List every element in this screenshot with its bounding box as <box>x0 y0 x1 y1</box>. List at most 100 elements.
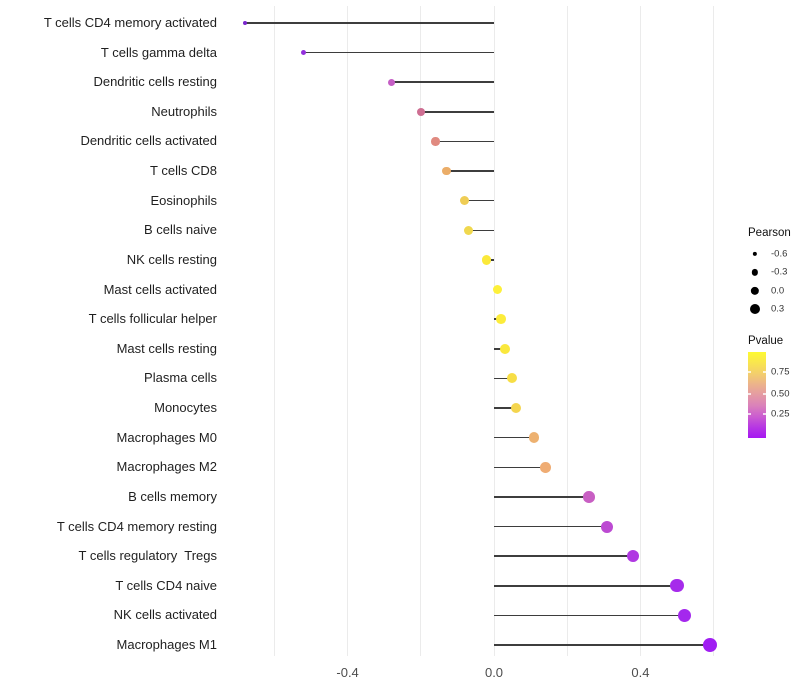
lollipop-stick <box>494 555 634 557</box>
pvalue-color-legend: Pvalue 0.75 0.50 0.25 <box>745 335 800 438</box>
pvalue-legend-value: 0.25 <box>771 408 790 420</box>
y-axis-label: T cells CD8 <box>150 163 217 179</box>
x-axis-tick-label: 0.0 <box>484 665 504 680</box>
lollipop-dot <box>387 78 396 86</box>
y-axis-label: Monocytes <box>154 400 217 416</box>
y-axis-label: T cells regulatory Tregs <box>78 548 217 564</box>
lollipop-dot <box>416 107 425 116</box>
lollipop-stick <box>494 585 677 587</box>
lollipop-dot <box>507 373 518 384</box>
y-axis-label: Dendritic cells activated <box>80 133 217 149</box>
legend-size-value: 0.3 <box>771 303 785 315</box>
pvalue-gradient-bar <box>748 352 766 438</box>
gridline <box>566 6 568 656</box>
y-axis-label: Dendritic cells resting <box>93 74 217 90</box>
lollipop-dot <box>500 343 510 354</box>
gradient-tick <box>748 413 751 415</box>
lollipop-dot <box>481 255 492 265</box>
pearson-legend-entry: 0.3 <box>745 300 800 318</box>
lollipop-stick <box>446 170 494 172</box>
lollipop-stick <box>494 348 505 350</box>
lollipop-dot <box>460 196 470 206</box>
gradient-tick <box>748 393 751 395</box>
y-axis-label: T cells follicular helper <box>88 311 217 327</box>
legend-size-dot <box>750 286 760 295</box>
gradient-tick <box>763 413 766 415</box>
gridline <box>347 6 349 656</box>
gridline <box>420 6 422 656</box>
pearson-legend-entry: 0.0 <box>745 282 800 300</box>
lollipop-stick <box>494 496 590 498</box>
pvalue-legend-value: 0.50 <box>771 388 790 400</box>
pearson-legend-entries: -0.6 -0.3 0.0 0.3 <box>745 245 800 318</box>
lollipop-dot <box>463 225 473 235</box>
legend-size-dot <box>751 269 759 276</box>
y-axis-label: Macrophages M2 <box>116 459 217 475</box>
pearson-size-legend: Pearson -0.6 -0.3 0.0 0.3 <box>745 227 800 318</box>
lollipop-dot <box>496 314 507 325</box>
y-axis-label: T cells gamma delta <box>100 44 217 60</box>
lollipop-dot <box>702 637 717 653</box>
legend-size-value: 0.0 <box>771 285 785 297</box>
pvalue-legend-title: Pvalue <box>748 335 784 347</box>
legend-size-dot <box>750 304 760 315</box>
lollipop-stick <box>494 525 608 528</box>
y-axis-label: Mast cells resting <box>116 340 217 356</box>
lollipop-dot <box>510 403 521 414</box>
pvalue-legend-value: 0.75 <box>771 366 790 378</box>
lollipop-dot <box>242 20 248 26</box>
plot-panel <box>222 6 731 656</box>
lollipop-dot <box>492 284 503 295</box>
x-axis-tick-label: 0.4 <box>631 665 650 680</box>
lollipop-dot <box>300 49 307 56</box>
lollipop-dot <box>670 579 684 593</box>
gridline <box>639 6 641 656</box>
legend-size-dot <box>752 251 758 257</box>
lollipop-dot <box>442 166 451 176</box>
y-axis-label: Macrophages M1 <box>116 637 217 653</box>
lollipop-dot <box>431 137 440 146</box>
lollipop-stick <box>464 199 494 202</box>
lollipop-stick <box>494 407 516 409</box>
lollipop-stick <box>303 51 494 54</box>
y-axis-label: Eosinophils <box>150 192 218 208</box>
gradient-tick <box>763 393 766 395</box>
gradient-tick <box>748 371 751 373</box>
legend-size-value: -0.6 <box>771 248 788 260</box>
lollipop-dot <box>583 491 595 503</box>
lollipop-stick <box>391 81 494 83</box>
lollipop-stick <box>494 436 535 439</box>
lollipop-stick <box>494 466 546 469</box>
pearson-legend-entry: -0.3 <box>745 263 800 281</box>
lollipop-dot <box>601 520 614 533</box>
x-axis-tick-label: -0.4 <box>336 665 359 680</box>
y-axis-label: T cells CD4 memory resting <box>56 518 217 534</box>
y-axis-label: B cells memory <box>128 488 217 504</box>
legend-size-value: -0.3 <box>771 266 788 278</box>
y-axis-label: Neutrophils <box>151 103 217 119</box>
gridline <box>493 6 495 656</box>
lollipop-dot <box>626 549 640 563</box>
gradient-tick <box>763 371 766 373</box>
lollipop-stick <box>494 614 685 617</box>
lollipop-dot <box>539 461 551 473</box>
lollipop-stick <box>435 140 494 143</box>
gridline <box>713 6 715 656</box>
lollipop-dot <box>529 432 540 443</box>
lollipop-stick <box>494 377 513 380</box>
lollipop-dot <box>677 608 692 623</box>
y-axis-label: Mast cells activated <box>103 281 217 297</box>
gridline <box>273 6 275 656</box>
y-axis-label: Macrophages M0 <box>116 429 217 445</box>
y-axis-label: B cells naive <box>144 222 217 238</box>
pearson-legend-entry: -0.6 <box>745 245 800 263</box>
y-axis-label: NK cells resting <box>126 251 217 267</box>
lollipop-stick <box>245 22 494 24</box>
lollipop-stick <box>494 644 710 646</box>
lollipop-stick <box>468 229 494 232</box>
y-axis-label: NK cells activated <box>113 607 217 623</box>
y-axis-label: T cells CD4 naive <box>115 577 217 593</box>
y-axis-label: Plasma cells <box>144 370 217 386</box>
pearson-legend-title: Pearson <box>748 227 791 239</box>
y-axis-label: T cells CD4 memory activated <box>43 15 217 30</box>
